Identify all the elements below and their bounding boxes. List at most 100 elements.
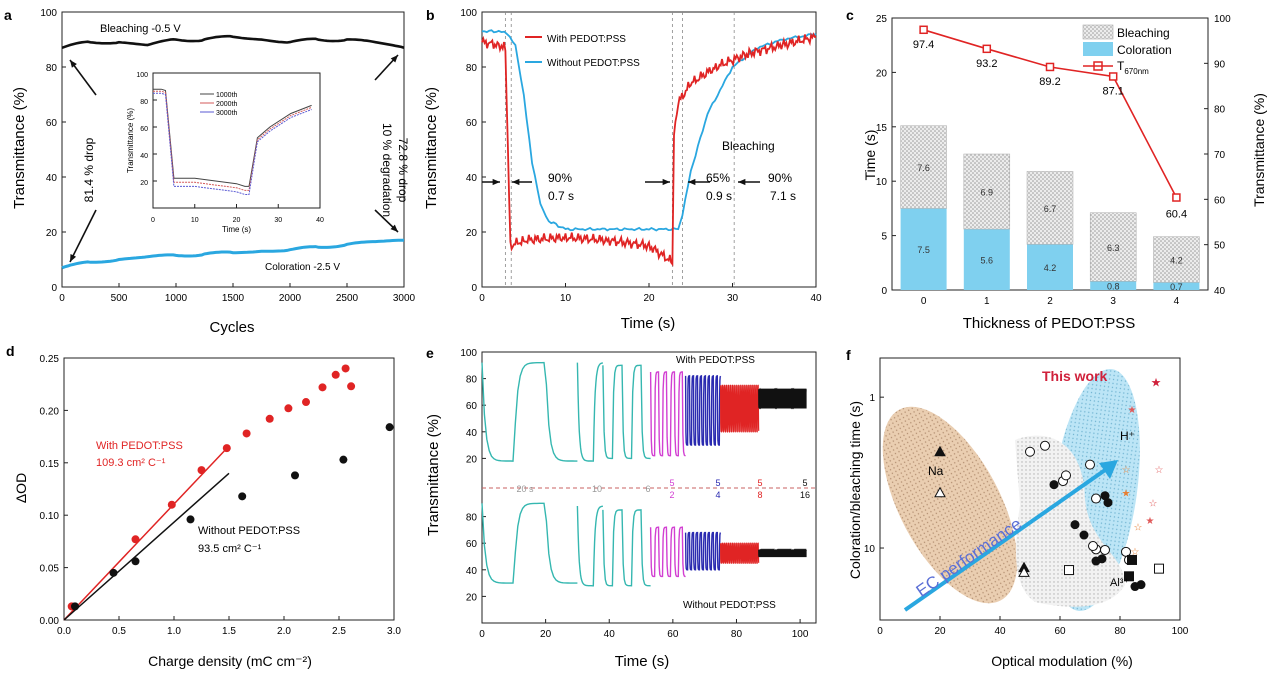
arrow-90-a-head — [492, 178, 500, 186]
h-point: ☆ — [1155, 465, 1164, 476]
segment-label: 20 s — [516, 484, 534, 494]
h-point: ★ — [1128, 405, 1137, 416]
without-segment-4 — [649, 526, 686, 578]
filled-circle-point — [1079, 530, 1089, 540]
arrow-65-b-head — [688, 178, 696, 186]
this-work-label: This work — [1042, 368, 1108, 384]
y-tick-label: 70 — [1214, 150, 1226, 161]
annot-90-right: 90% — [768, 171, 792, 185]
y-tick-label: 0.15 — [40, 459, 60, 470]
y-tick-label: 0.25 — [40, 354, 60, 365]
x-tick-label: 80 — [731, 629, 743, 640]
segment-label: 6 — [645, 484, 650, 494]
x-tick-label: 0 — [877, 626, 883, 637]
annot-90-left: 90% — [548, 171, 572, 185]
without-point — [71, 602, 79, 611]
with-point — [347, 382, 356, 391]
with-point — [167, 500, 176, 509]
y-tick-label: 0.20 — [40, 406, 60, 417]
open-circle-point — [1091, 493, 1101, 504]
x-tick-label: 2 — [1047, 296, 1053, 307]
with-series-line — [481, 32, 817, 267]
y-tick-label: 20 — [466, 592, 478, 603]
transmittance-point — [1172, 193, 1181, 202]
without-segment-1 — [481, 502, 578, 584]
x-tick-label: 20 — [934, 626, 946, 637]
al-point — [1064, 565, 1074, 576]
without-point — [131, 557, 140, 566]
fit-line-without — [63, 472, 230, 621]
na-point — [1018, 566, 1030, 577]
x-tick-label: 1000 — [165, 293, 188, 304]
with-segment-5 — [684, 374, 722, 446]
x-tick-label: 80 — [1114, 626, 1126, 637]
filled-circle-point — [1049, 480, 1059, 490]
open-circle-point — [1088, 541, 1098, 552]
bleaching-bar — [1026, 171, 1074, 245]
filled-circle-point — [1100, 491, 1110, 501]
h-point: ☆ — [1134, 523, 1143, 534]
with-point — [222, 444, 231, 453]
with-point — [197, 466, 206, 475]
with-segment-4 — [649, 371, 686, 457]
y-tick-label: 100 — [1214, 14, 1231, 25]
y-tick-label: 20 — [466, 228, 478, 239]
without-segment-5 — [684, 531, 722, 571]
arrow-right-top-head — [390, 55, 398, 63]
x-tick-label: 0 — [151, 217, 155, 224]
x-axis-label: Time (s) — [615, 653, 669, 670]
y-tick-label: 5 — [881, 232, 887, 243]
arrow-left-bottom — [69, 209, 97, 263]
x-tick-label: 1 — [984, 296, 990, 307]
y-tick-label: 100 — [460, 8, 477, 19]
with-segment-6 — [720, 384, 760, 433]
x-tick-label: 1.5 — [222, 626, 236, 637]
open-circle-point — [1100, 544, 1110, 555]
without-point — [238, 492, 247, 501]
with-point — [331, 370, 340, 379]
x-tick-label: 20 — [540, 629, 552, 640]
segment-label: 2 — [669, 490, 674, 500]
y-tick-label: 0 — [471, 283, 477, 294]
legend-bleaching: Bleaching — [1117, 26, 1170, 40]
y-tick-label: 40 — [46, 173, 58, 184]
x-axis-label: Thickness of PEDOT:PSS — [963, 315, 1136, 332]
bleaching-value-label: 7.6 — [917, 163, 930, 173]
bleaching-value-label: 6.9 — [981, 188, 994, 198]
annot-07s: 0.7 s — [548, 189, 574, 203]
y-axis-label: Coloration/bleaching time (s) — [847, 401, 863, 579]
y-tick-label: 20 — [46, 228, 58, 239]
plot-frame — [879, 357, 1181, 621]
with-point — [242, 429, 251, 438]
y-axis-label: Transmittance (%) — [423, 87, 440, 209]
y-tick-label: 80 — [466, 63, 478, 74]
y-tick-label: 0 — [881, 286, 887, 297]
x-tick-label: 20 — [233, 217, 241, 224]
h-label: H⁺ — [1120, 429, 1135, 443]
inset-line-2 — [153, 90, 312, 191]
y-tick-label: 1 — [869, 393, 875, 404]
y-tick-label: 20 — [876, 68, 888, 79]
arrow-left-top-head — [70, 60, 77, 68]
coloration-value-label: 0.7 — [1170, 282, 1183, 292]
y-tick-label: 60 — [140, 126, 148, 133]
y-tick-label: 60 — [1214, 195, 1226, 206]
coloration-value-label: 4.2 — [1044, 263, 1057, 273]
x-tick-label: 500 — [111, 293, 128, 304]
x-tick-label: 0.0 — [57, 626, 71, 637]
al-point — [1127, 554, 1137, 565]
segment-label: 10 — [592, 484, 602, 494]
plot-frame — [63, 357, 395, 621]
inset-frame — [152, 72, 321, 209]
x-tick-label: 3.0 — [387, 626, 401, 637]
coloration-value-label: 5.6 — [981, 256, 994, 266]
y-tick-label: 80 — [466, 375, 478, 386]
transmittance-value-label: 93.2 — [976, 58, 997, 70]
coloration-series-line — [61, 238, 405, 270]
transmittance-value-label: 87.1 — [1102, 85, 1123, 97]
with-segment-7 — [758, 387, 807, 410]
y2-axis-label: Transmittance (%) — [1251, 93, 1267, 207]
h-point: ★ — [1146, 516, 1155, 527]
legend-without: Without PEDOT:PSS — [547, 58, 640, 69]
